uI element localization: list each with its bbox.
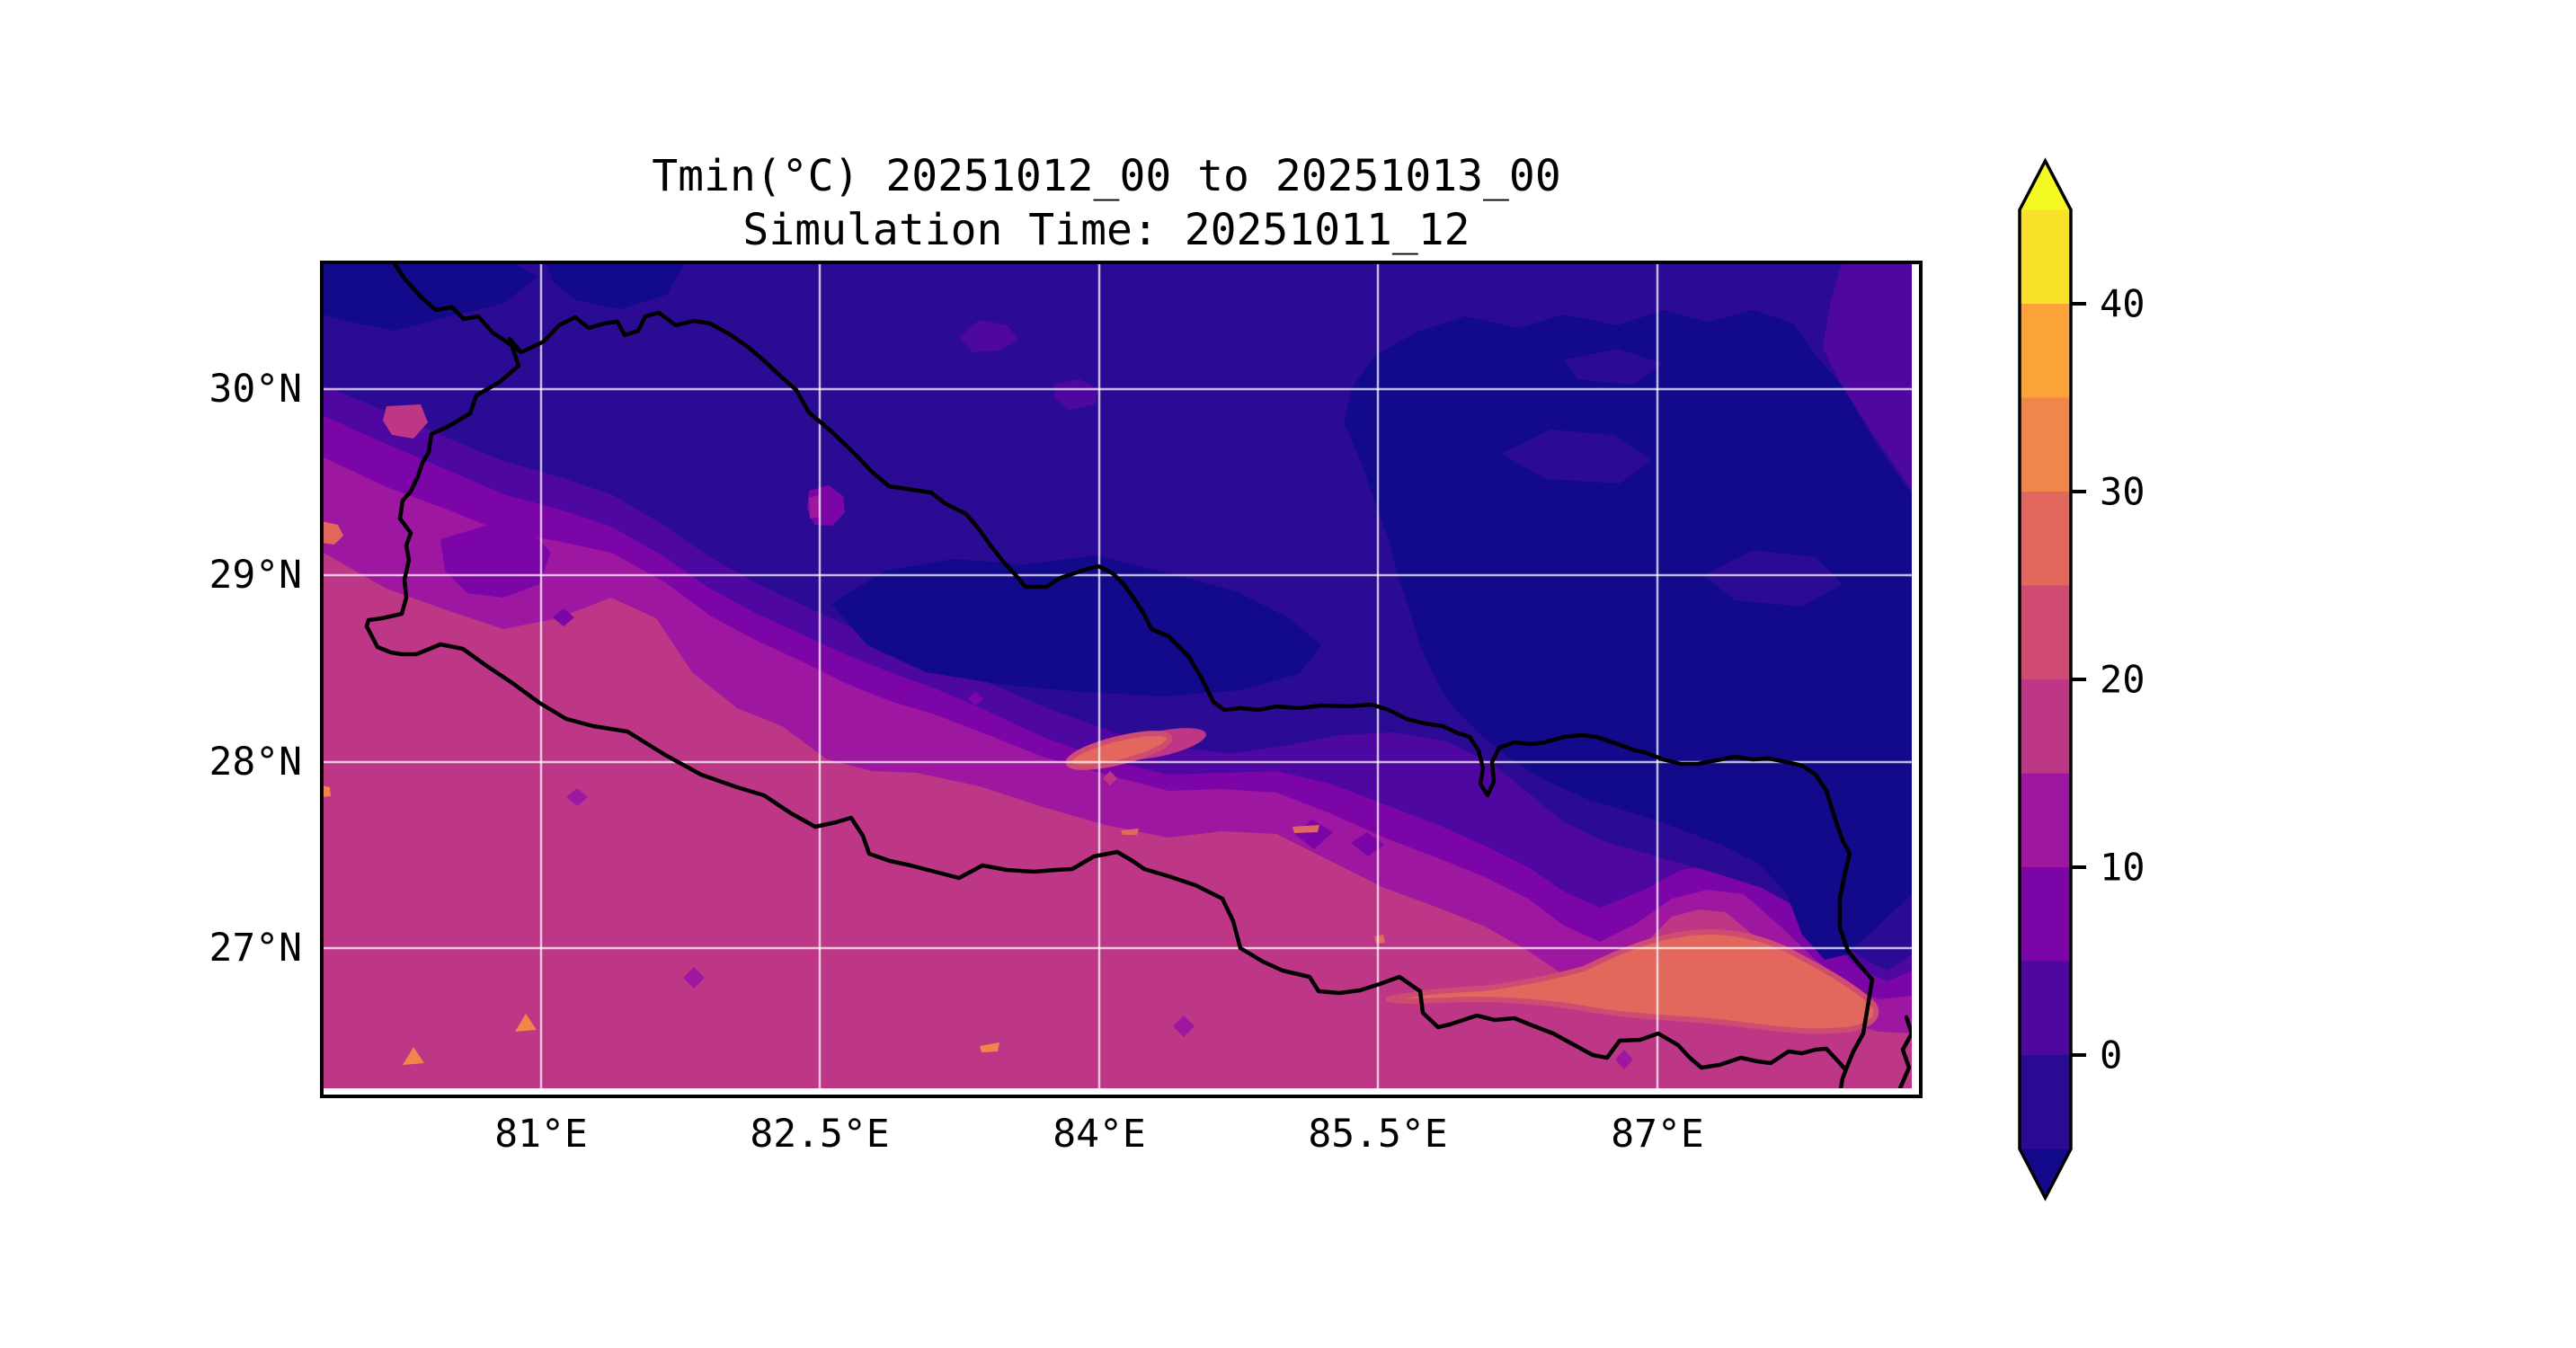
southeast-border-segment-line: [1897, 1015, 1912, 1088]
magenta-diamond-2: [1173, 1015, 1195, 1037]
colorbar-band-10-15: [2020, 773, 2071, 867]
colorbar-band-40-45: [2020, 209, 2071, 304]
purple-pocket-3: [553, 608, 574, 626]
colorbar-band-25-30: [2020, 492, 2071, 586]
plot-title-line-2: Simulation Time: 20251011_12: [742, 205, 1470, 255]
y-axis-tick-labels: 30°N 29°N 28°N 27°N: [209, 367, 302, 971]
nepal-india-border-line: [364, 336, 1850, 1072]
temp-band-under-blob-northwest: [322, 262, 685, 331]
colorbar-arrow-under: [2020, 1148, 2071, 1198]
warm-salmon-sliver-2: [1121, 829, 1139, 835]
colorbar-band-20-25: [2020, 585, 2071, 679]
warm-amber-speck-2: [515, 1014, 537, 1032]
china-nepal-border-line: [391, 262, 1875, 1088]
x-tick-label-82-5e: 82.5°E: [750, 1112, 889, 1157]
purple-tongue-west: [440, 526, 551, 598]
warm-amber-speck-1: [403, 1047, 424, 1065]
colorbar-band-5-10: [2020, 867, 2071, 962]
colorbar-arrow-over: [2020, 161, 2071, 210]
colorbar-label-0: 0: [2100, 1033, 2122, 1078]
warm-amber-speck-4: [980, 1042, 999, 1052]
warm-salmon-spot-west-edge: [322, 521, 343, 545]
warm-salmon-band-southeast: [1386, 928, 1879, 1034]
plot-title-line-1: Tmin(°C) 20251012_00 to 20251013_00: [652, 151, 1560, 201]
colorbar-label-10: 10: [2100, 846, 2145, 890]
colorbar-label-40: 40: [2100, 282, 2145, 326]
colorbar-band-0-5: [2020, 961, 2071, 1055]
magenta-diamond-3: [566, 788, 588, 806]
x-axis-tick-labels: 81°E 82.5°E 84°E 85.5°E 87°E: [494, 1112, 1704, 1157]
colorbar-label-30: 30: [2100, 470, 2145, 514]
y-tick-label-29n: 29°N: [209, 553, 302, 598]
x-tick-label-85-5e: 85.5°E: [1308, 1112, 1447, 1157]
map-plot-area: [322, 262, 1912, 1088]
temp-band-under-blob-central: [831, 555, 1321, 696]
y-tick-label-28n: 28°N: [209, 740, 302, 785]
warm-salmon-sliver-1: [1292, 825, 1319, 833]
y-tick-label-27n: 27°N: [209, 926, 302, 971]
colorbar-outline: [2018, 157, 2073, 1202]
y-tick-label-30n: 30°N: [209, 367, 302, 412]
valley-warm-spot-magenta-core: [809, 495, 821, 519]
colorbar-band-30-35: [2020, 397, 2071, 492]
map-gridlines: [322, 262, 1912, 1088]
temp-mottle-indigo-2: [1053, 379, 1099, 410]
temp-band-under-blob-east: [1344, 310, 1912, 960]
colorbar-band-15-20: [2020, 679, 2071, 774]
colorbar-label-20: 20: [2100, 658, 2145, 702]
axes-spine: [320, 261, 1923, 1098]
temp-mottle-indigo-northeast-edge: [1823, 262, 1912, 490]
colorbar-band-35-40: [2020, 304, 2071, 398]
x-tick-label-81e: 81°E: [494, 1112, 588, 1157]
magenta-diamond-1: [683, 967, 705, 989]
x-tick-label-87e: 87°E: [1611, 1112, 1704, 1157]
warm-amber-speck-3: [322, 785, 331, 797]
magenta-diamond-4: [1615, 1050, 1633, 1069]
x-tick-label-84e: 84°E: [1053, 1112, 1146, 1157]
purple-pocket-4: [967, 692, 983, 705]
purple-pocket-2: [1351, 832, 1384, 856]
temp-mottle-indigo-1: [959, 320, 1018, 352]
rose-pocket-2: [383, 404, 428, 439]
rose-pocket-3: [1103, 771, 1117, 785]
colorbar: 40 30 20 10 0: [2018, 157, 2145, 1202]
colorbar-band-m5-0: [2020, 1055, 2071, 1149]
